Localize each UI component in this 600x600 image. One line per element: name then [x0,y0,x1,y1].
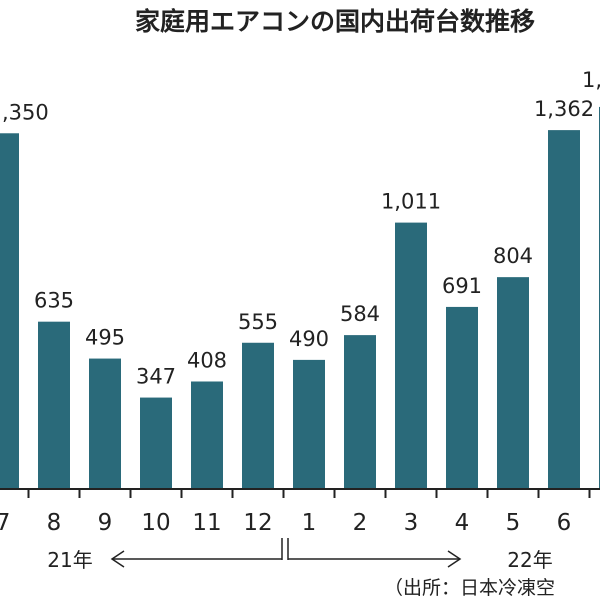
data-label-2: 495 [85,326,125,350]
data-label-5: 555 [238,310,278,334]
data-label-7: 584 [340,302,380,326]
arrow-right [288,550,462,568]
data-label-11: 1,362 [534,97,594,121]
arrow-left [110,550,282,568]
bar-6 [293,359,325,489]
x-tick-label-9: 4 [455,510,470,536]
data-label-9: 691 [442,274,482,298]
x-tick-label-6: 1 [302,510,317,536]
x-tick-label-3: 10 [141,510,170,536]
x-tick-label-0: 7 [0,510,10,536]
data-label-3: 347 [136,365,176,389]
x-tick-label-2: 9 [98,510,113,536]
source-note: （出所：日本冷凍空 [384,577,555,599]
data-label-4: 408 [187,348,227,372]
x-tick-label-5: 12 [243,510,272,536]
bar-8 [395,222,427,489]
x-tick-label-4: 11 [192,510,221,536]
data-label-0: ,350 [2,100,49,124]
bar-7 [344,335,376,489]
x-tick-label-10: 5 [506,510,521,536]
bar-11 [548,130,580,489]
x-tick-label-7: 2 [353,510,368,536]
bar-2 [89,358,121,489]
x-tick-label-11: 6 [557,510,572,536]
bar-5 [242,342,274,489]
chart-title: 家庭用エアコンの国内出荷台数推移 [135,7,535,36]
data-label-10: 804 [493,244,533,268]
data-label-1: 635 [34,289,74,313]
bar-1 [38,321,70,489]
x-tick-label-8: 3 [404,510,419,536]
bar-3 [140,397,172,489]
data-label-8: 1,011 [381,190,441,214]
bar-10 [497,277,529,489]
x-tick-label-1: 8 [47,510,62,536]
year-label-2021: 21年 [47,548,92,572]
data-label-6: 490 [289,327,329,351]
bar-9 [446,306,478,489]
bar-4 [191,381,223,489]
bar-0 [0,133,19,489]
year-label-2022: 22年 [507,548,552,572]
data-label-12: 1, [582,68,600,92]
